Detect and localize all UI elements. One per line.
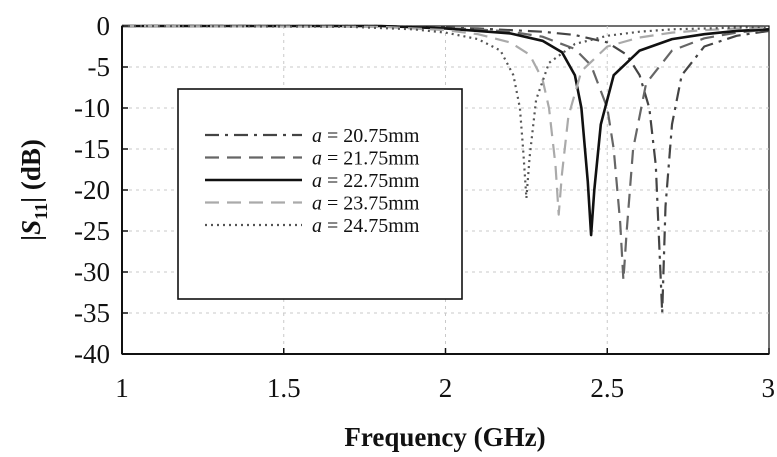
y-tick-label: -20 xyxy=(74,175,110,205)
x-axis-title: Frequency (GHz) xyxy=(344,422,545,452)
y-tick-label: -30 xyxy=(74,257,110,287)
legend-label-value: = 21.75mm xyxy=(322,148,420,170)
y-tick-label: -40 xyxy=(74,339,110,369)
legend-label-3: a = 23.75mm xyxy=(312,193,420,215)
legend-label-var: a xyxy=(312,125,322,147)
legend-box xyxy=(177,88,463,300)
x-tick-label: 2.5 xyxy=(590,373,624,403)
y-axis-title-subscript: 11 xyxy=(31,203,51,220)
legend-label-1: a = 21.75mm xyxy=(312,148,420,170)
series-line-2 xyxy=(122,24,770,237)
series-layer xyxy=(121,24,770,315)
legend-label-value: = 24.75mm xyxy=(322,215,420,237)
legend-label-var: a xyxy=(312,170,322,192)
legend-label-4: a = 24.75mm xyxy=(312,215,420,237)
y-tick-label: -25 xyxy=(74,216,110,246)
y-axis-title-symbol: S xyxy=(16,220,46,235)
y-axis-title-suffix: | (dB) xyxy=(16,139,46,203)
x-tick-label: 3 xyxy=(762,373,776,403)
y-axis-title-prefix: | xyxy=(16,235,46,241)
x-tick-label: 1.5 xyxy=(267,373,301,403)
x-tick-label: 1 xyxy=(115,373,129,403)
y-axis-ticks: 0 -5 -10 -15 -20 -25 -30 -35 -40 xyxy=(74,11,128,369)
legend-label-0: a = 20.75mm xyxy=(312,125,420,147)
x-axis-ticks: 1 1.5 2 2.5 3 xyxy=(115,348,775,403)
y-tick-label: -15 xyxy=(74,134,110,164)
series-line-1 xyxy=(122,24,770,282)
legend-label-2: a = 22.75mm xyxy=(312,170,420,192)
y-tick-label: -5 xyxy=(88,52,111,82)
series-line-0 xyxy=(122,24,770,315)
y-tick-label: 0 xyxy=(97,11,111,41)
legend-label-value: = 23.75mm xyxy=(322,193,420,215)
legend-label-var: a xyxy=(312,193,322,215)
y-axis-title: |S11| (dB) xyxy=(16,139,51,241)
series-line-3 xyxy=(121,24,770,216)
legend-label-var: a xyxy=(312,148,322,170)
legend-label-var: a xyxy=(312,215,322,237)
y-tick-label: -10 xyxy=(74,93,110,123)
legend-label-value: = 22.75mm xyxy=(322,170,420,192)
x-tick-label: 2 xyxy=(439,373,453,403)
y-tick-label: -35 xyxy=(74,298,110,328)
legend-label-value: = 20.75mm xyxy=(322,125,420,147)
